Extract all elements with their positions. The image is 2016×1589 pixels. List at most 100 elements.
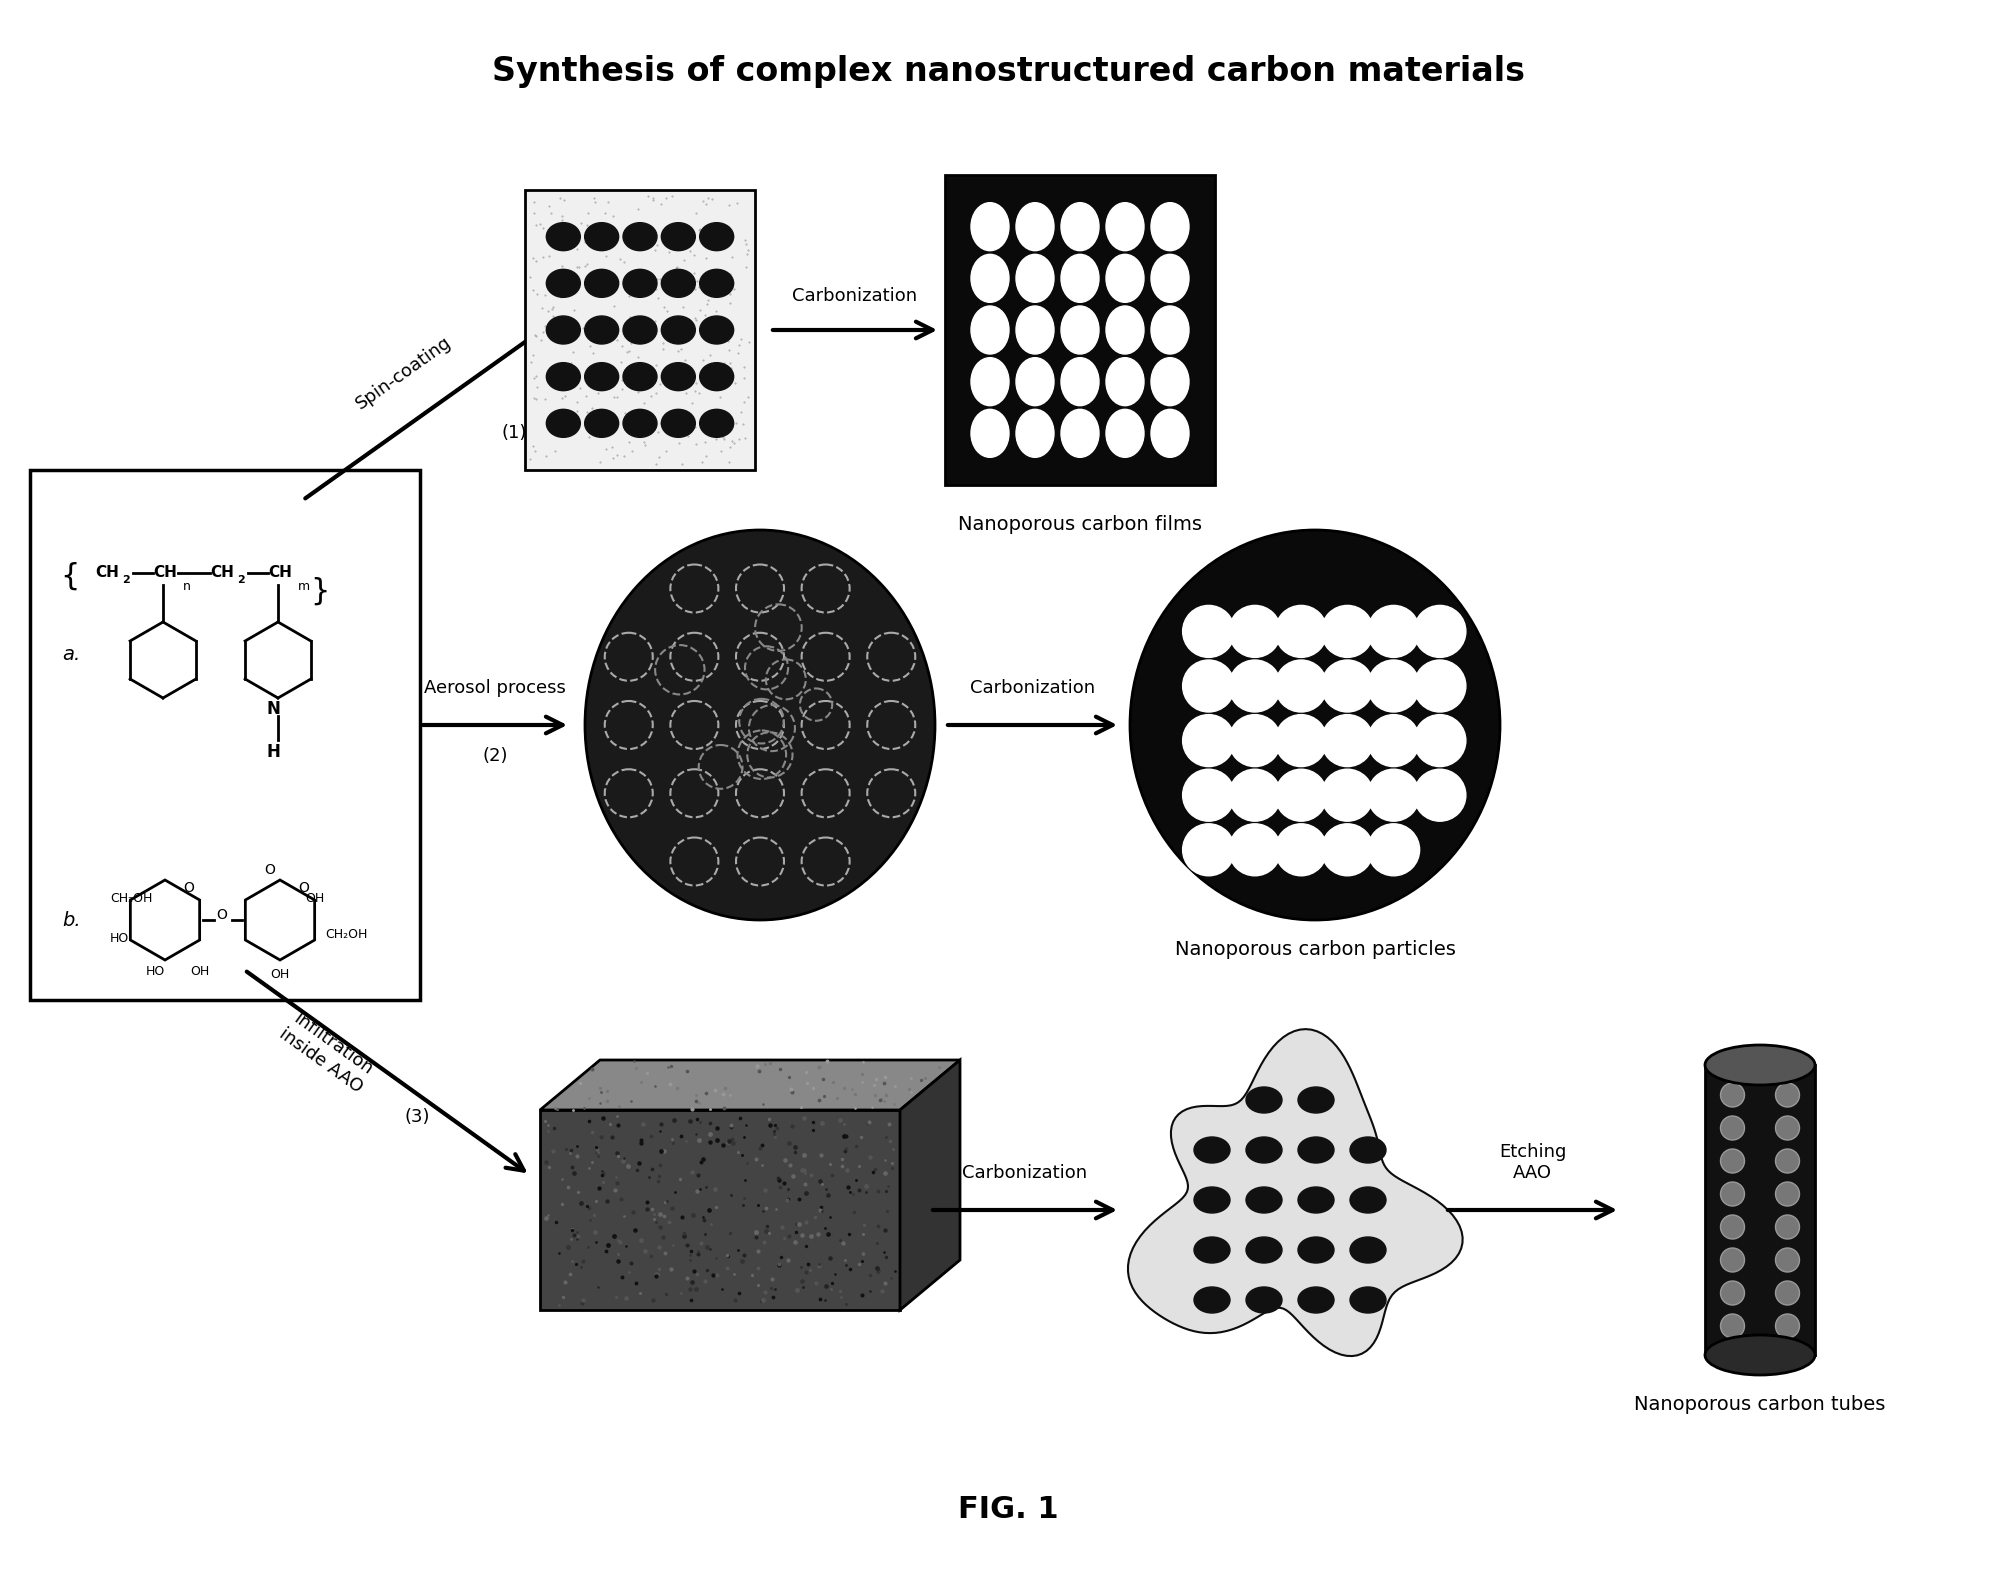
Text: Nanoporous carbon tubes: Nanoporous carbon tubes [1635, 1395, 1885, 1414]
Ellipse shape [1107, 410, 1143, 458]
Ellipse shape [972, 203, 1008, 251]
Ellipse shape [1298, 1138, 1335, 1163]
Ellipse shape [1107, 254, 1143, 302]
Text: HO: HO [111, 931, 129, 944]
Ellipse shape [661, 316, 696, 343]
Text: $\}$: $\}$ [310, 575, 327, 607]
Circle shape [1320, 715, 1373, 766]
Ellipse shape [623, 222, 657, 251]
Circle shape [1320, 605, 1373, 658]
Ellipse shape [1298, 1187, 1335, 1212]
Circle shape [1276, 659, 1327, 712]
Circle shape [1183, 715, 1234, 766]
Text: CH₂OH: CH₂OH [325, 928, 367, 942]
Circle shape [1320, 659, 1373, 712]
Ellipse shape [1246, 1236, 1282, 1263]
Bar [1706, 1065, 1814, 1355]
Circle shape [1230, 659, 1280, 712]
Circle shape [1413, 605, 1466, 658]
Ellipse shape [623, 316, 657, 343]
Ellipse shape [1193, 1187, 1230, 1212]
Circle shape [1367, 659, 1419, 712]
Text: Carbonization: Carbonization [962, 1165, 1087, 1182]
Ellipse shape [1060, 307, 1099, 354]
Circle shape [1776, 1314, 1800, 1338]
Ellipse shape [1016, 358, 1054, 405]
Ellipse shape [1246, 1287, 1282, 1313]
Ellipse shape [546, 222, 581, 251]
Ellipse shape [1151, 203, 1189, 251]
Ellipse shape [623, 269, 657, 297]
Circle shape [1720, 1115, 1744, 1139]
Text: CH: CH [95, 566, 119, 580]
Circle shape [1320, 823, 1373, 876]
Circle shape [1720, 1281, 1744, 1305]
Polygon shape [540, 1111, 899, 1309]
Text: b.: b. [62, 910, 81, 930]
Bar [946, 175, 1216, 485]
Ellipse shape [1706, 1046, 1814, 1085]
Ellipse shape [700, 269, 734, 297]
Text: CH: CH [268, 566, 292, 580]
Ellipse shape [546, 269, 581, 297]
Text: CH₂OH: CH₂OH [111, 891, 153, 904]
Ellipse shape [1351, 1187, 1387, 1212]
Circle shape [1720, 1314, 1744, 1338]
Bar [524, 191, 756, 470]
Ellipse shape [1131, 531, 1500, 920]
Ellipse shape [1060, 410, 1099, 458]
Circle shape [1720, 1182, 1744, 1206]
Ellipse shape [972, 254, 1008, 302]
Ellipse shape [661, 269, 696, 297]
Ellipse shape [700, 222, 734, 251]
Text: OH: OH [270, 968, 290, 980]
Text: O: O [264, 863, 276, 877]
Circle shape [1276, 605, 1327, 658]
Ellipse shape [1151, 254, 1189, 302]
Ellipse shape [623, 410, 657, 437]
Text: OH: OH [190, 965, 210, 977]
Circle shape [1776, 1149, 1800, 1173]
Ellipse shape [585, 531, 935, 920]
Circle shape [1276, 823, 1327, 876]
Circle shape [1776, 1182, 1800, 1206]
Bar [30, 470, 419, 999]
Text: (2): (2) [482, 747, 508, 764]
Ellipse shape [1107, 358, 1143, 405]
Ellipse shape [1193, 1236, 1230, 1263]
Text: Carbonization: Carbonization [792, 288, 917, 305]
Circle shape [1367, 769, 1419, 822]
Ellipse shape [1298, 1087, 1335, 1112]
Ellipse shape [1298, 1287, 1335, 1313]
Circle shape [1230, 605, 1280, 658]
Text: 2: 2 [238, 575, 244, 585]
Text: a.: a. [62, 645, 81, 664]
Circle shape [1183, 823, 1234, 876]
Text: 2: 2 [123, 575, 129, 585]
Text: $\{$: $\{$ [60, 559, 77, 591]
Ellipse shape [1107, 307, 1143, 354]
Ellipse shape [972, 358, 1008, 405]
Text: n: n [183, 580, 192, 593]
Ellipse shape [546, 410, 581, 437]
Circle shape [1367, 823, 1419, 876]
Text: Carbonization: Carbonization [970, 679, 1095, 698]
Ellipse shape [661, 362, 696, 391]
Ellipse shape [1016, 410, 1054, 458]
Circle shape [1230, 769, 1280, 822]
Ellipse shape [972, 410, 1008, 458]
Ellipse shape [1193, 1138, 1230, 1163]
Ellipse shape [1351, 1287, 1387, 1313]
Ellipse shape [1351, 1138, 1387, 1163]
Text: CH: CH [153, 566, 177, 580]
Circle shape [1776, 1216, 1800, 1239]
Ellipse shape [585, 362, 619, 391]
Circle shape [1776, 1084, 1800, 1108]
Circle shape [1720, 1084, 1744, 1108]
Text: Aerosol process: Aerosol process [423, 679, 566, 698]
Text: Infiltration
inside AAO: Infiltration inside AAO [276, 1007, 379, 1096]
Ellipse shape [546, 316, 581, 343]
Polygon shape [899, 1060, 960, 1309]
Ellipse shape [1246, 1138, 1282, 1163]
Text: Etching
AAO: Etching AAO [1498, 1142, 1566, 1182]
